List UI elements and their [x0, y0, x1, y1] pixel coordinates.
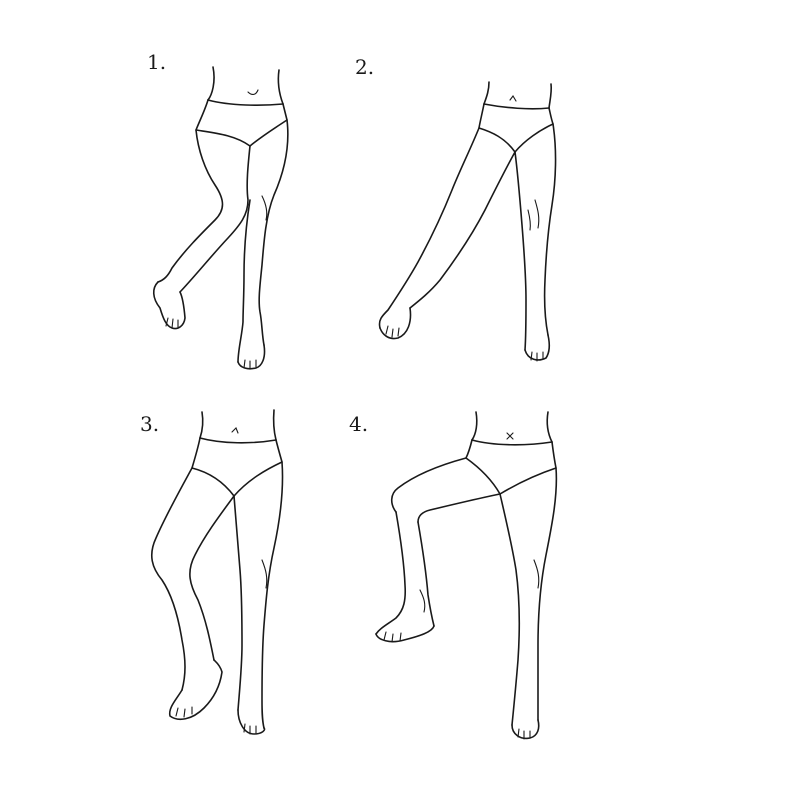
figure-1-label: 1.: [147, 50, 167, 74]
figure-2-drawing: [378, 81, 557, 362]
figure-4-drawing: [375, 411, 558, 740]
figure-3-drawing: [150, 409, 284, 735]
figure-3-label: 3.: [140, 412, 160, 436]
figure-1-drawing: [152, 66, 289, 370]
figure-2-label: 2.: [355, 55, 375, 79]
figure-4-label: 4.: [349, 412, 369, 436]
